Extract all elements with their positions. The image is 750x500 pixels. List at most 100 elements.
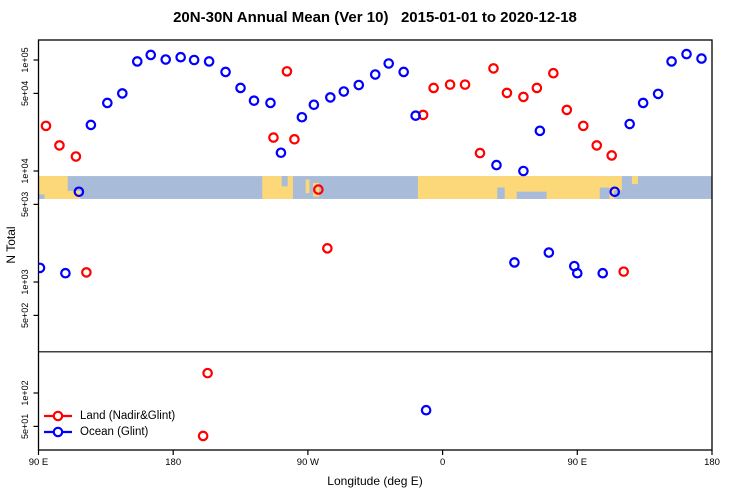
- data-point-land: [54, 140, 65, 151]
- data-point-ocean: [175, 51, 186, 63]
- x-tick-label: 90 W: [297, 457, 319, 468]
- data-point-land: [428, 82, 439, 94]
- legend: Land (Nadir&Glint) Ocean (Glint): [43, 408, 175, 440]
- data-point-land: [488, 63, 499, 74]
- data-point-ocean: [325, 92, 336, 103]
- y-tick-label: 5e+04: [20, 81, 30, 106]
- y-tick-label: 1e+05: [20, 47, 30, 72]
- data-point-ocean: [534, 125, 546, 137]
- chart-title: 20N-30N Annual Mean (Ver 10) 2015-01-01 …: [173, 9, 577, 26]
- map-ocean-notch: [38, 194, 45, 199]
- map-ocean-notch: [497, 187, 505, 199]
- data-point-ocean: [369, 69, 381, 80]
- data-point-ocean: [117, 88, 128, 99]
- data-point-ocean: [235, 82, 246, 94]
- data-point-ocean: [160, 54, 172, 65]
- ocean-series-marker-icon: [44, 426, 72, 438]
- plot-frame: [37, 39, 713, 451]
- data-point-land: [281, 66, 293, 77]
- data-point-land: [313, 184, 324, 195]
- data-point-ocean: [248, 95, 260, 106]
- data-point-land: [322, 243, 333, 254]
- data-point-ocean: [571, 267, 583, 279]
- data-point-ocean: [410, 110, 421, 121]
- data-point-ocean: [491, 159, 502, 171]
- data-point-ocean: [637, 97, 649, 109]
- data-point-ocean: [60, 267, 71, 279]
- data-point-land: [70, 151, 82, 162]
- data-points: [38, 48, 707, 442]
- map-land: [305, 179, 310, 194]
- legend-label-land: Land (Nadir&Glint): [80, 410, 176, 422]
- data-point-land: [81, 267, 92, 278]
- y-tick-label: 1e+04: [20, 158, 30, 183]
- y-tick-label: 5e+01: [20, 414, 30, 439]
- x-axis-label: Longitude (deg E): [327, 474, 423, 488]
- data-point-land: [268, 132, 279, 143]
- data-point-ocean: [666, 56, 677, 67]
- data-point-ocean: [681, 48, 692, 60]
- x-tick-label: 180: [165, 457, 181, 468]
- legend-item-ocean: Ocean (Glint): [43, 424, 175, 440]
- map-land: [631, 176, 638, 185]
- y-axis-label: N Total: [4, 226, 18, 264]
- data-point-ocean: [597, 267, 609, 279]
- world-map-strip: [38, 176, 712, 199]
- map-land: [417, 176, 622, 199]
- x-tick-label: 90 E: [568, 457, 588, 468]
- data-point-ocean: [518, 165, 529, 177]
- y-tick-label: 1e+02: [20, 380, 30, 405]
- data-point-land: [459, 79, 471, 90]
- data-point-ocean: [38, 262, 46, 274]
- data-point-ocean: [296, 111, 308, 123]
- data-point-land: [289, 134, 300, 145]
- data-point-land: [474, 147, 486, 159]
- data-point-ocean: [696, 53, 707, 64]
- data-point-land: [531, 82, 543, 94]
- map-ocean-notch: [516, 191, 547, 199]
- data-point-ocean: [383, 58, 395, 69]
- data-point-ocean: [509, 257, 520, 268]
- data-point-land: [606, 150, 618, 161]
- map-ocean-notch: [599, 187, 610, 199]
- data-point-land: [444, 79, 456, 90]
- y-tick-label: 5e+02: [20, 303, 30, 328]
- data-point-land: [197, 430, 209, 442]
- legend-label-ocean: Ocean (Glint): [80, 426, 149, 438]
- data-point-land: [202, 367, 213, 379]
- data-point-ocean: [652, 88, 664, 100]
- map-land: [313, 182, 320, 197]
- data-point-ocean: [308, 99, 320, 111]
- map-land: [262, 176, 293, 199]
- map-ocean-notch: [281, 176, 288, 187]
- data-point-ocean: [265, 97, 276, 109]
- data-point-ocean: [102, 97, 113, 109]
- data-point-land: [591, 140, 603, 151]
- x-tick-label: 0: [440, 457, 445, 468]
- data-point-ocean: [420, 404, 432, 416]
- data-point-ocean: [85, 119, 97, 131]
- data-point-ocean: [220, 66, 231, 78]
- land-series-marker-icon: [44, 410, 72, 422]
- data-point-land: [548, 67, 559, 79]
- data-point-ocean: [203, 56, 215, 67]
- data-point-ocean: [353, 79, 365, 91]
- data-point-ocean: [188, 54, 200, 66]
- y-tick-label: 5e+03: [20, 192, 30, 217]
- data-point-land: [618, 266, 629, 277]
- data-point-ocean: [73, 186, 85, 198]
- data-point-ocean: [609, 186, 621, 198]
- data-point-ocean: [131, 56, 143, 67]
- x-tick-label: 180: [704, 457, 720, 468]
- y-tick-label: 1e+03: [20, 269, 30, 294]
- data-point-ocean: [398, 66, 409, 78]
- map-land: [59, 190, 81, 199]
- x-tick-label: 90 E: [29, 457, 49, 468]
- data-point-ocean: [338, 86, 350, 97]
- data-point-land: [561, 104, 573, 116]
- data-point-land: [501, 87, 513, 99]
- data-point-land: [577, 120, 589, 132]
- data-point-ocean: [624, 118, 635, 130]
